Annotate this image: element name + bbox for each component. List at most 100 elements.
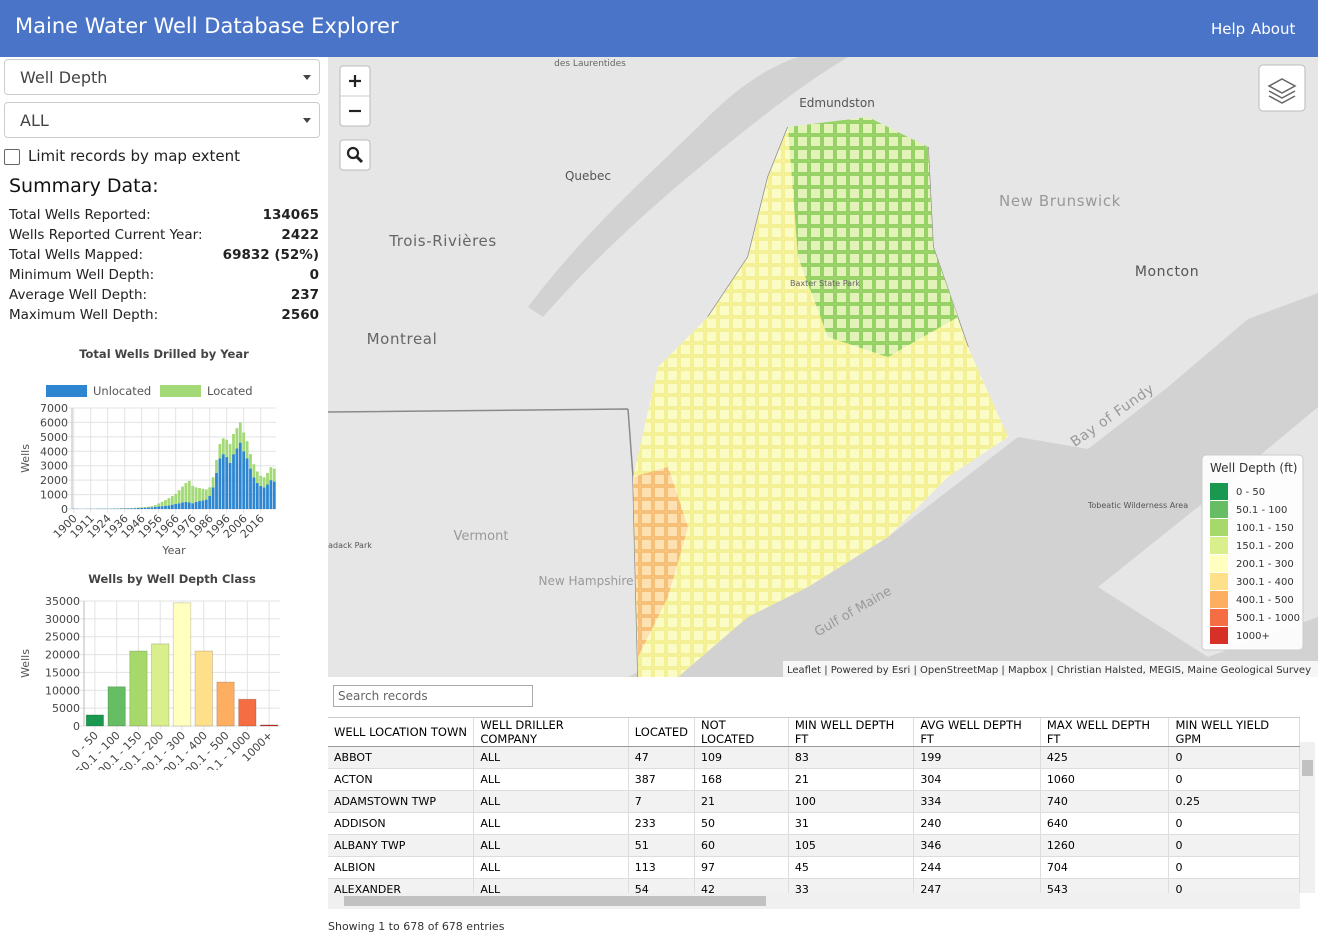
table-cell: 42 <box>695 879 789 895</box>
summary-title: Summary Data: <box>9 175 159 197</box>
bar-segment <box>168 498 171 505</box>
table-cell: 0 <box>1169 879 1300 895</box>
column-header[interactable]: WELL LOCATION TOWN <box>328 718 474 747</box>
summary-row: Minimum Well Depth:0 <box>9 267 319 283</box>
bar-segment <box>253 464 256 477</box>
h-scrollbar[interactable] <box>328 893 1300 909</box>
table-cell: ACTON <box>328 769 474 791</box>
bar-segment <box>171 505 174 509</box>
y-axis-label: Wells <box>19 649 32 678</box>
bar-segment <box>202 500 205 509</box>
bar-segment <box>225 457 228 509</box>
chart-title: Total Wells Drilled by Year <box>79 347 249 361</box>
y-tick-label: 1000 <box>40 489 68 502</box>
bar-segment <box>219 459 222 510</box>
legend-swatch <box>1210 609 1228 626</box>
variable-select[interactable]: Well Depth <box>4 59 320 95</box>
bar-segment <box>144 507 147 508</box>
bar-segment <box>212 487 215 509</box>
search-button[interactable] <box>340 140 370 170</box>
bar-segment <box>239 443 242 509</box>
y-tick-label: 6000 <box>40 416 68 429</box>
table-row: ABBOTALL47109831994250 <box>328 747 1300 769</box>
bar-segment <box>236 448 239 509</box>
bar-segment <box>263 477 266 487</box>
bar-segment <box>168 505 171 509</box>
chart: Wells by Well Depth ClassWells0500010000… <box>0 570 328 770</box>
table-cell: 387 <box>628 769 694 791</box>
extent-checkbox[interactable] <box>4 149 20 165</box>
legend-swatch <box>1210 555 1228 572</box>
table-cell: 244 <box>914 857 1041 879</box>
y-tick-label: 35000 <box>45 595 80 608</box>
driller-select[interactable]: ALL <box>4 102 320 138</box>
table-cell: 168 <box>695 769 789 791</box>
column-header[interactable]: MIN WELL YIELD GPM <box>1169 718 1300 747</box>
v-scrollbar[interactable] <box>1300 742 1315 893</box>
y-tick-label: 30000 <box>45 613 80 626</box>
bar-segment <box>171 496 174 505</box>
header: Maine Water Well Database Explorer Help … <box>0 0 1318 57</box>
legend-label: Unlocated <box>93 384 151 398</box>
table-row: ADDISONALL23350312406400 <box>328 813 1300 835</box>
bar-segment <box>270 480 273 509</box>
layers-button[interactable] <box>1259 65 1305 111</box>
bar-segment <box>263 487 266 509</box>
column-header[interactable]: MAX WELL DEPTH FT <box>1040 718 1169 747</box>
legend-swatch <box>1210 591 1228 608</box>
legend-label: 50.1 - 100 <box>1236 505 1287 516</box>
bar-segment <box>273 482 276 509</box>
column-header[interactable]: WELL DRILLER COMPANY <box>474 718 628 747</box>
legend-swatch <box>1210 519 1228 536</box>
bar <box>130 651 147 726</box>
bar-segment <box>266 484 269 509</box>
table-row: ALBIONALL11397452447040 <box>328 857 1300 879</box>
attribution: Leaflet | Powered by Esri | OpenStreetMa… <box>787 665 1311 676</box>
column-header[interactable]: MIN WELL DEPTH FT <box>788 718 914 747</box>
table-row: ADAMSTOWN TWPALL7211003347400.25 <box>328 791 1300 813</box>
table-cell: 334 <box>914 791 1041 813</box>
y-tick-label: 20000 <box>45 649 80 662</box>
place-label: New Hampshire <box>539 574 634 588</box>
chart: Total Wells Drilled by YearWellsYear0100… <box>0 345 328 565</box>
table-cell: 21 <box>788 769 914 791</box>
table-cell: 233 <box>628 813 694 835</box>
column-header[interactable]: AVG WELL DEPTH FT <box>914 718 1041 747</box>
legend-swatch <box>1210 573 1228 590</box>
checkbox-label[interactable]: Limit records by map extent <box>28 147 240 165</box>
y-tick-label: 10000 <box>45 684 80 697</box>
bar-segment <box>185 502 188 509</box>
bar-segment <box>154 507 157 509</box>
table-row: ALEXANDERALL5442332475430 <box>328 879 1300 895</box>
bar-segment <box>147 508 150 509</box>
help-link[interactable]: Help <box>1211 20 1245 38</box>
y-tick-label: 2000 <box>40 474 68 487</box>
bar-segment <box>273 469 276 482</box>
bar-segment <box>239 422 242 442</box>
map[interactable]: des LaurentidesEdmundstonQuebecNew Bruns… <box>328 57 1318 677</box>
y-axis-label: Wells <box>19 444 32 473</box>
table-info: Showing 1 to 678 of 678 entries <box>328 920 504 933</box>
about-link[interactable]: About <box>1251 20 1295 38</box>
column-header[interactable]: LOCATED <box>628 718 694 747</box>
bar-segment <box>140 508 143 509</box>
y-tick-label: 4000 <box>40 445 68 458</box>
table-cell: 740 <box>1040 791 1169 813</box>
table-cell: ALL <box>474 857 628 879</box>
table-cell: 346 <box>914 835 1041 857</box>
summary-row: Total Wells Mapped:69832 (52%) <box>9 247 319 263</box>
column-header[interactable]: NOT LOCATED <box>695 718 789 747</box>
table-cell: 640 <box>1040 813 1169 835</box>
summary-label: Wells Reported Current Year: <box>9 227 203 243</box>
table-cell: ALL <box>474 769 628 791</box>
bar-segment <box>123 508 126 509</box>
bar-segment <box>242 451 245 509</box>
y-tick-label: 15000 <box>45 666 80 679</box>
bar-segment <box>208 487 211 496</box>
legend-label: 150.1 - 200 <box>1236 541 1294 552</box>
table-cell: 0 <box>1169 769 1300 791</box>
search-box[interactable]: Search records <box>333 685 533 707</box>
bar-segment <box>140 507 143 508</box>
legend-label: 300.1 - 400 <box>1236 577 1294 588</box>
table-cell: 33 <box>788 879 914 895</box>
